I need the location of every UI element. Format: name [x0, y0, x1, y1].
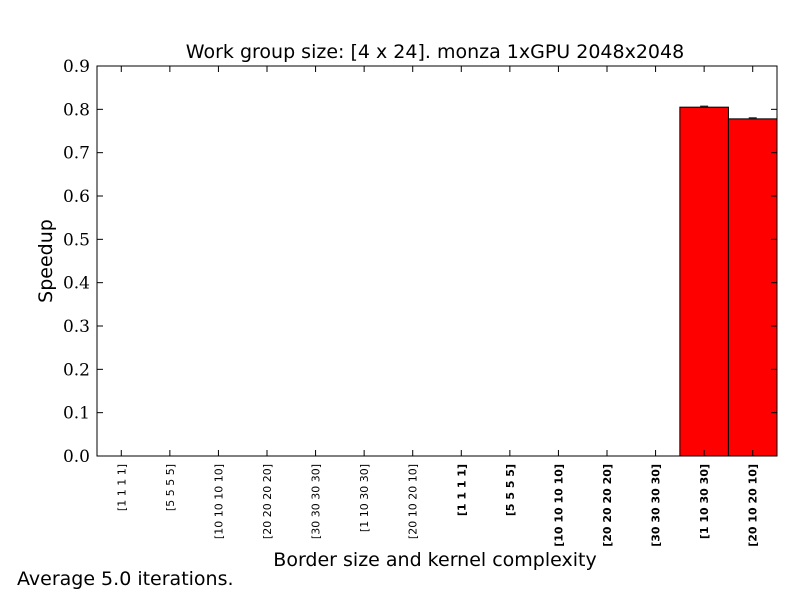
chart-title: Work group size: [4 x 24]. monza 1xGPU 2…	[186, 41, 684, 63]
x-tick-label: [1 1 1 1]	[455, 464, 468, 516]
y-tick-label: 0.6	[63, 187, 90, 207]
y-tick-label: 0.9	[63, 57, 90, 77]
x-tick-label: [20 10 20 10]	[407, 464, 420, 539]
x-tick-label: [20 20 20 20]	[261, 464, 274, 539]
y-tick-label: 0.4	[63, 274, 90, 294]
y-tick-label: 0.8	[63, 100, 90, 120]
iterations-note: Average 5.0 iterations.	[17, 568, 234, 590]
x-tick-label: [10 10 10 10]	[212, 464, 225, 539]
y-axis-label: Speedup	[35, 219, 57, 303]
x-tick-label: [30 30 30 30]	[650, 464, 663, 547]
y-tick-label: 0.2	[63, 360, 90, 380]
x-tick-label: [10 10 10 10]	[552, 464, 565, 547]
y-tick-label: 0.5	[63, 230, 90, 250]
x-tick-label: [1 1 1 1]	[115, 464, 128, 511]
y-tick-label: 0.0	[63, 447, 90, 467]
x-tick-label: [20 20 20 20]	[601, 464, 614, 547]
y-tick-label: 0.1	[63, 404, 90, 424]
y-axis: 0.0 0.1 0.2 0.3 0.4 0.5 0.6 0.7 0.8 0.9	[63, 57, 777, 467]
y-tick-label: 0.7	[63, 144, 90, 164]
x-tick-label: [20 10 20 10]	[747, 464, 760, 547]
plot-frame	[96, 65, 778, 457]
bars	[679, 105, 778, 457]
y-tick-label: 0.3	[63, 317, 90, 337]
x-tick-label: [5 5 5 5]	[504, 464, 517, 516]
x-axis: [1 1 1 1] [5 5 5 5] [10 10 10 10] [20 20 20…	[115, 66, 760, 547]
bar	[679, 106, 729, 457]
x-tick-label: [30 30 30 30]	[310, 464, 323, 539]
x-tick-label: [1 10 30 30]	[698, 464, 711, 539]
x-tick-label: [1 10 30 30]	[358, 464, 371, 532]
bar	[727, 118, 778, 457]
x-tick-label: [5 5 5 5]	[164, 464, 177, 511]
x-axis-label: Border size and kernel complexity	[273, 549, 596, 571]
